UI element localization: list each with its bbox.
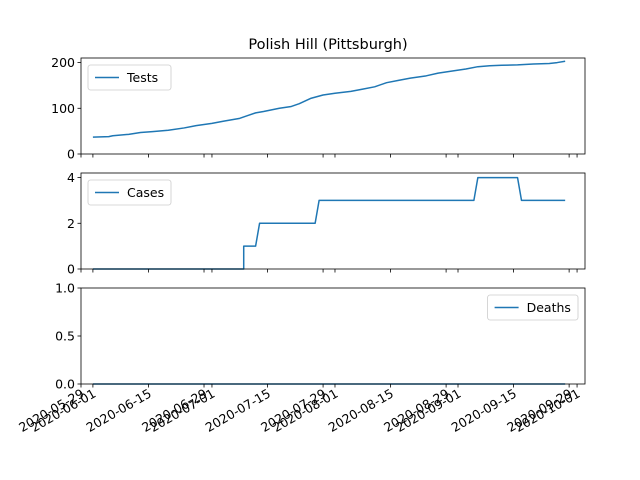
chart-title: Polish Hill (Pittsburgh) (248, 37, 407, 53)
legend: Cases (87, 179, 172, 206)
series-line (92, 60, 566, 138)
legend-label: Cases (127, 185, 164, 200)
y-tick-label: 0.5 (55, 329, 75, 344)
legend: Tests (87, 64, 172, 91)
panels: 0 100 200 Tests 0 2 4 Cases 0.0 0.5 1.0 Deaths 2020-… (16, 55, 586, 435)
y-tick-label: 100 (51, 101, 75, 116)
deaths-panel: 0.0 0.5 1.0 Deaths (55, 281, 586, 392)
legend-box (87, 64, 172, 91)
legend-box (487, 294, 579, 321)
y-tick-label: 2 (67, 216, 75, 231)
series-line (92, 176, 566, 270)
y-tick-label: 0.0 (55, 377, 75, 392)
axes-frame (80, 172, 586, 270)
cases-panel: 0 2 4 Cases (67, 170, 586, 277)
y-tick-label: 0 (67, 262, 75, 277)
x-tick-labels: 2020-05-292020-06-012020-06-152020-06-29… (16, 386, 582, 435)
y-tick-label: 1.0 (55, 281, 75, 296)
axes-frame (80, 57, 586, 155)
tests-panel: 0 100 200 Tests (51, 55, 586, 162)
y-tick-label: 200 (51, 55, 75, 70)
y-tick-label: 0 (67, 147, 75, 162)
legend-label: Tests (126, 70, 158, 85)
y-tick-label: 4 (67, 170, 75, 185)
legend: Deaths (487, 294, 579, 321)
legend-box (87, 179, 172, 206)
legend-label: Deaths (527, 300, 571, 315)
